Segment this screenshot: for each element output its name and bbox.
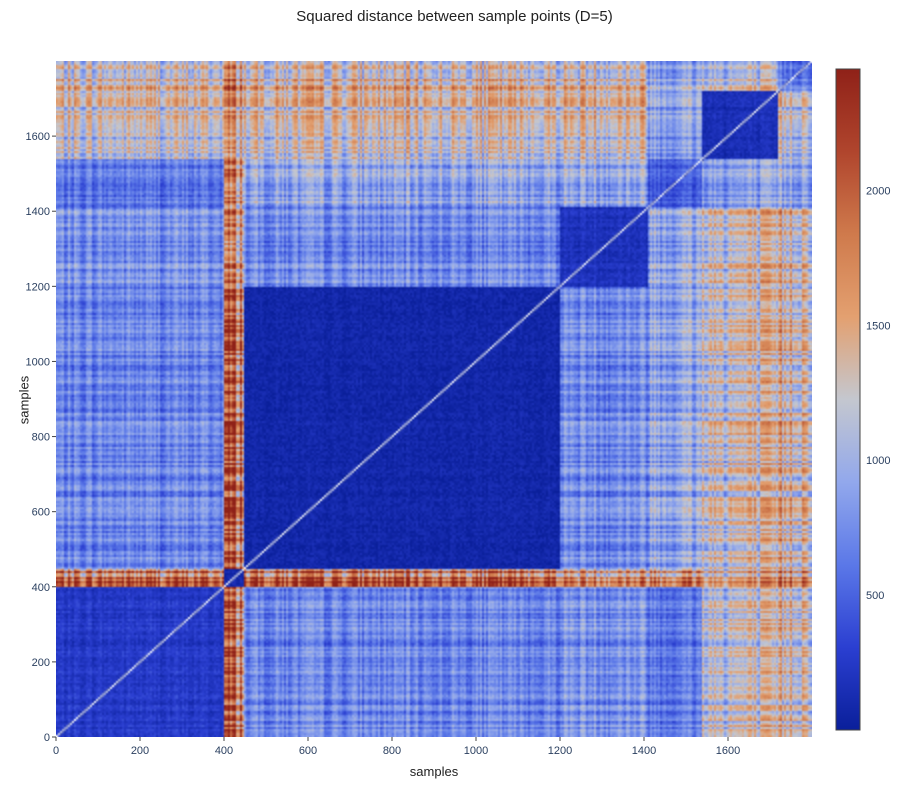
x-tick-label: 400 xyxy=(215,745,233,757)
y-axis: 0 200 400 600 800 1000 1200 1400 1600 xyxy=(26,131,56,744)
x-tick-label: 600 xyxy=(299,745,317,757)
colorbar-tick-label: 2000 xyxy=(866,185,890,197)
y-tick-label: 600 xyxy=(32,507,50,519)
colorbar-tick-label: 500 xyxy=(866,590,884,602)
y-tick-label: 800 xyxy=(32,432,50,444)
y-tick-label: 0 xyxy=(44,732,50,744)
x-tick-label: 200 xyxy=(131,745,149,757)
y-tick-label: 200 xyxy=(32,657,50,669)
x-tick-label: 0 xyxy=(53,745,59,757)
x-tick-label: 1400 xyxy=(632,745,656,757)
x-axis: 0 200 400 600 800 1000 1200 1400 1600 xyxy=(53,737,740,757)
colorbar-tick-label: 1500 xyxy=(866,320,890,332)
y-tick-label: 1200 xyxy=(26,281,50,293)
colorbar xyxy=(835,68,861,731)
y-axis-label: samples xyxy=(16,375,32,425)
y-tick-label: 1400 xyxy=(26,206,50,218)
chart-title: Squared distance between sample points (… xyxy=(296,8,613,25)
colorbar-tick-label: 1000 xyxy=(866,455,890,467)
x-tick-label: 1200 xyxy=(548,745,572,757)
x-tick-label: 1600 xyxy=(716,745,740,757)
x-tick-label: 800 xyxy=(383,745,401,757)
x-axis-label: samples xyxy=(409,764,459,779)
x-tick-label: 1000 xyxy=(464,745,488,757)
y-tick-label: 1000 xyxy=(26,356,50,368)
colorbar-ticks: 500 1000 1500 2000 xyxy=(866,185,890,602)
heatmap-cells xyxy=(56,61,812,737)
y-tick-label: 1600 xyxy=(26,131,50,143)
y-tick-label: 400 xyxy=(32,582,50,594)
